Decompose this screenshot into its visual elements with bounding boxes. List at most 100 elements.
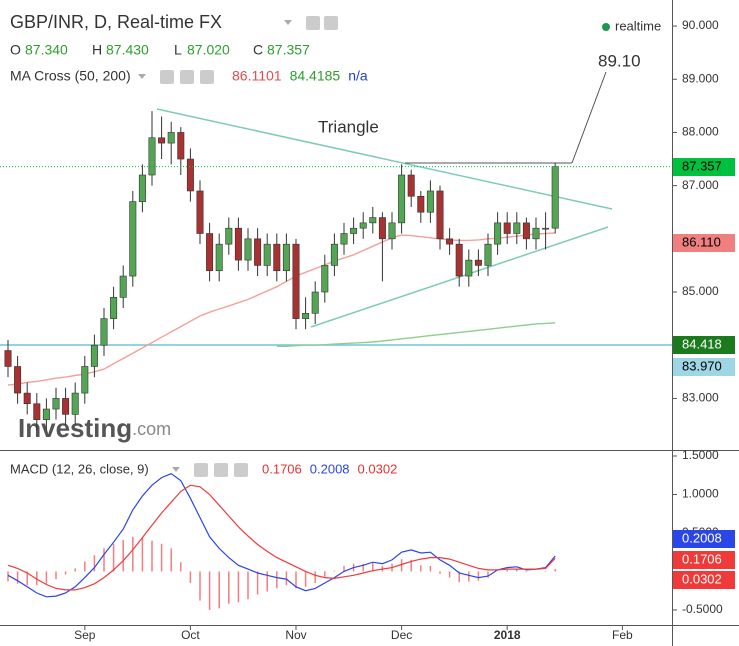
y-tick-label: 90.000 [682,18,719,32]
x-tick-label: Oct [181,628,200,642]
candle-body [542,227,550,230]
macd-value: 0.1706 [262,461,302,476]
moving-average [276,322,556,347]
y-tick-label: 83.000 [682,391,719,405]
macd-line [7,473,556,598]
price-label-bg [673,234,735,252]
candle-body [426,190,434,213]
candle-body [465,259,473,277]
candle-body [282,243,290,272]
candle-body [110,297,118,319]
candle-body [206,233,214,272]
status-dot [602,23,610,31]
candle-body [513,222,521,234]
ohlc-label: L [174,42,182,58]
candle-body [167,132,175,144]
candle-body [4,350,12,367]
ohlc-value: 87.357 [267,42,310,58]
candle-body [532,227,540,240]
x-tick-label: Sep [74,628,96,642]
status: realtime [615,18,661,33]
candle-body [177,132,185,160]
price-label-bg [673,571,735,589]
candle-body [263,243,271,266]
settings-icon[interactable] [214,463,228,477]
candle-body [330,243,338,266]
candle-body [138,174,146,202]
price-label-bg [673,551,735,569]
candle-body [484,243,492,266]
close-icon[interactable] [234,463,248,477]
indicator-value: 84.4185 [290,68,341,84]
candle-body [340,233,348,245]
price-label: 0.2008 [682,530,722,545]
indicator-value: n/a [348,68,368,84]
settings-icon[interactable] [324,16,338,30]
ohlc-label: H [92,42,102,58]
x-tick-label: 2018 [494,628,521,642]
x-tick-label: Feb [612,628,633,642]
macd-value: 0.0302 [358,461,398,476]
dropdown-icon[interactable] [138,74,146,79]
candle-body [359,222,367,229]
candle-body [90,344,98,367]
candle-body [407,174,415,197]
candle-body [196,190,204,234]
settings-icon[interactable] [180,70,194,84]
eye-icon[interactable] [306,16,320,30]
candle-body [388,222,396,240]
candle-body [494,222,502,245]
candle-body [33,403,41,420]
candle-body [503,222,511,234]
price-label: 0.1706 [682,551,722,566]
macd-title: MACD (12, 26, close, 9) [10,461,149,476]
y-tick-label: 89.000 [682,71,719,85]
callout-line [571,71,607,164]
candle-body [14,366,22,394]
dropdown-icon[interactable] [172,467,180,472]
x-tick-label: Nov [285,628,306,642]
symbol-title: GBP/INR, D, Real-time FX [10,12,222,32]
price-label: 84.418 [682,336,722,351]
annotation: Triangle [318,117,379,136]
y-tick-label: 85.000 [682,284,719,298]
price-label-bg [673,358,735,376]
eye-icon[interactable] [194,463,208,477]
dropdown-icon[interactable] [284,20,292,25]
candle-body [474,259,482,266]
candle-body [52,398,60,410]
price-label-bg [673,158,735,176]
y-tick-label: 88.000 [682,125,719,139]
candle-body [369,217,377,224]
candle-body [436,190,444,240]
macd-value: 0.2008 [310,461,350,476]
candle-body [186,158,194,192]
candle-body [129,201,137,277]
candle-body [100,318,108,346]
price-label: 83.970 [682,358,722,373]
candle-body [455,243,463,277]
macd-line [7,484,556,591]
candle-body [302,312,310,319]
candle-body [81,366,89,394]
candle-body [42,408,50,420]
candle-body [244,238,252,261]
price-label-bg [673,336,735,354]
eye-icon[interactable] [160,70,174,84]
trend-line [156,108,613,210]
candle-body [71,392,79,415]
candle-body [311,291,319,314]
candle-body [551,166,559,229]
ohlc-value: 87.430 [106,42,149,58]
indicator-values: 86.1101 84.4185 n/a [232,68,368,84]
candle-body [273,243,281,272]
indicator-value: 86.1101 [232,68,282,84]
candle-body [378,217,386,240]
candle-body [119,275,127,298]
candle-body [321,265,329,293]
candle-body [62,398,70,415]
annotation: 89.10 [598,51,641,70]
y-tick-label: 1.0000 [682,487,719,501]
close-icon[interactable] [200,70,214,84]
